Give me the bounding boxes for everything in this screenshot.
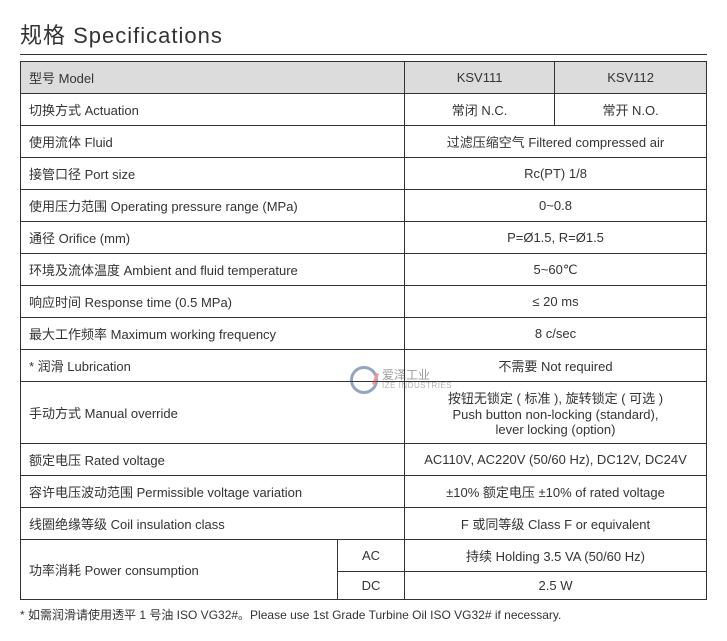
row-response: 响应时间 Response time (0.5 MPa) ≤ 20 ms: [21, 286, 707, 318]
power-label: 功率消耗 Power consumption: [21, 540, 338, 600]
manual-label: 手动方式 Manual override: [21, 382, 405, 444]
row-insulation: 线圈绝缘等级 Coil insulation class F 或同等级 Clas…: [21, 508, 707, 540]
actuation-v2: 常开 N.O.: [555, 94, 707, 126]
row-variation: 容许电压波动范围 Permissible voltage variation ±…: [21, 476, 707, 508]
port-value: Rc(PT) 1/8: [405, 158, 707, 190]
insulation-value: F 或同等级 Class F or equivalent: [405, 508, 707, 540]
variation-label: 容许电压波动范围 Permissible voltage variation: [21, 476, 405, 508]
row-fluid: 使用流体 Fluid 过滤压缩空气 Filtered compressed ai…: [21, 126, 707, 158]
power-dc-value: 2.5 W: [405, 572, 707, 600]
row-lube: * 润滑 Lubrication 不需要 Not required: [21, 350, 707, 382]
freq-value: 8 c/sec: [405, 318, 707, 350]
pressure-value: 0~0.8: [405, 190, 707, 222]
row-voltage: 额定电压 Rated voltage AC110V, AC220V (50/60…: [21, 444, 707, 476]
voltage-label: 额定电压 Rated voltage: [21, 444, 405, 476]
row-pressure: 使用压力范围 Operating pressure range (MPa) 0~…: [21, 190, 707, 222]
pressure-label: 使用压力范围 Operating pressure range (MPa): [21, 190, 405, 222]
lube-value: 不需要 Not required: [405, 350, 707, 382]
row-manual: 手动方式 Manual override 按钮无锁定 ( 标准 ), 旋转锁定 …: [21, 382, 707, 444]
power-ac-value: 持续 Holding 3.5 VA (50/60 Hz): [405, 540, 707, 572]
spec-table: 型号 Model KSV111 KSV112 切换方式 Actuation 常闭…: [20, 61, 707, 600]
row-temp: 环境及流体温度 Ambient and fluid temperature 5~…: [21, 254, 707, 286]
actuation-v1: 常闭 N.C.: [405, 94, 555, 126]
header-row: 型号 Model KSV111 KSV112: [21, 62, 707, 94]
page-title: 规格 Specifications: [20, 18, 707, 55]
footnote: * 如需润滑请使用透平 1 号油 ISO VG32#。Please use 1s…: [20, 606, 707, 623]
voltage-value: AC110V, AC220V (50/60 Hz), DC12V, DC24V: [405, 444, 707, 476]
lube-label: * 润滑 Lubrication: [21, 350, 405, 382]
actuation-label: 切换方式 Actuation: [21, 94, 405, 126]
fluid-label: 使用流体 Fluid: [21, 126, 405, 158]
insulation-label: 线圈绝缘等级 Coil insulation class: [21, 508, 405, 540]
model-1: KSV111: [405, 62, 555, 94]
row-actuation: 切换方式 Actuation 常闭 N.C. 常开 N.O.: [21, 94, 707, 126]
variation-value: ±10% 额定电压 ±10% of rated voltage: [405, 476, 707, 508]
response-label: 响应时间 Response time (0.5 MPa): [21, 286, 405, 318]
power-dc-label: DC: [338, 572, 405, 600]
row-port: 接管口径 Port size Rc(PT) 1/8: [21, 158, 707, 190]
response-value: ≤ 20 ms: [405, 286, 707, 318]
row-power-ac: 功率消耗 Power consumption AC 持续 Holding 3.5…: [21, 540, 707, 572]
manual-value: 按钮无锁定 ( 标准 ), 旋转锁定 ( 可选 ) Push button no…: [405, 382, 707, 444]
model-label: 型号 Model: [21, 62, 405, 94]
temp-value: 5~60℃: [405, 254, 707, 286]
port-label: 接管口径 Port size: [21, 158, 405, 190]
fluid-value: 过滤压缩空气 Filtered compressed air: [405, 126, 707, 158]
orifice-label: 通径 Orifice (mm): [21, 222, 405, 254]
model-2: KSV112: [555, 62, 707, 94]
row-orifice: 通径 Orifice (mm) P=Ø1.5, R=Ø1.5: [21, 222, 707, 254]
orifice-value: P=Ø1.5, R=Ø1.5: [405, 222, 707, 254]
power-ac-label: AC: [338, 540, 405, 572]
temp-label: 环境及流体温度 Ambient and fluid temperature: [21, 254, 405, 286]
freq-label: 最大工作频率 Maximum working frequency: [21, 318, 405, 350]
row-freq: 最大工作频率 Maximum working frequency 8 c/sec: [21, 318, 707, 350]
